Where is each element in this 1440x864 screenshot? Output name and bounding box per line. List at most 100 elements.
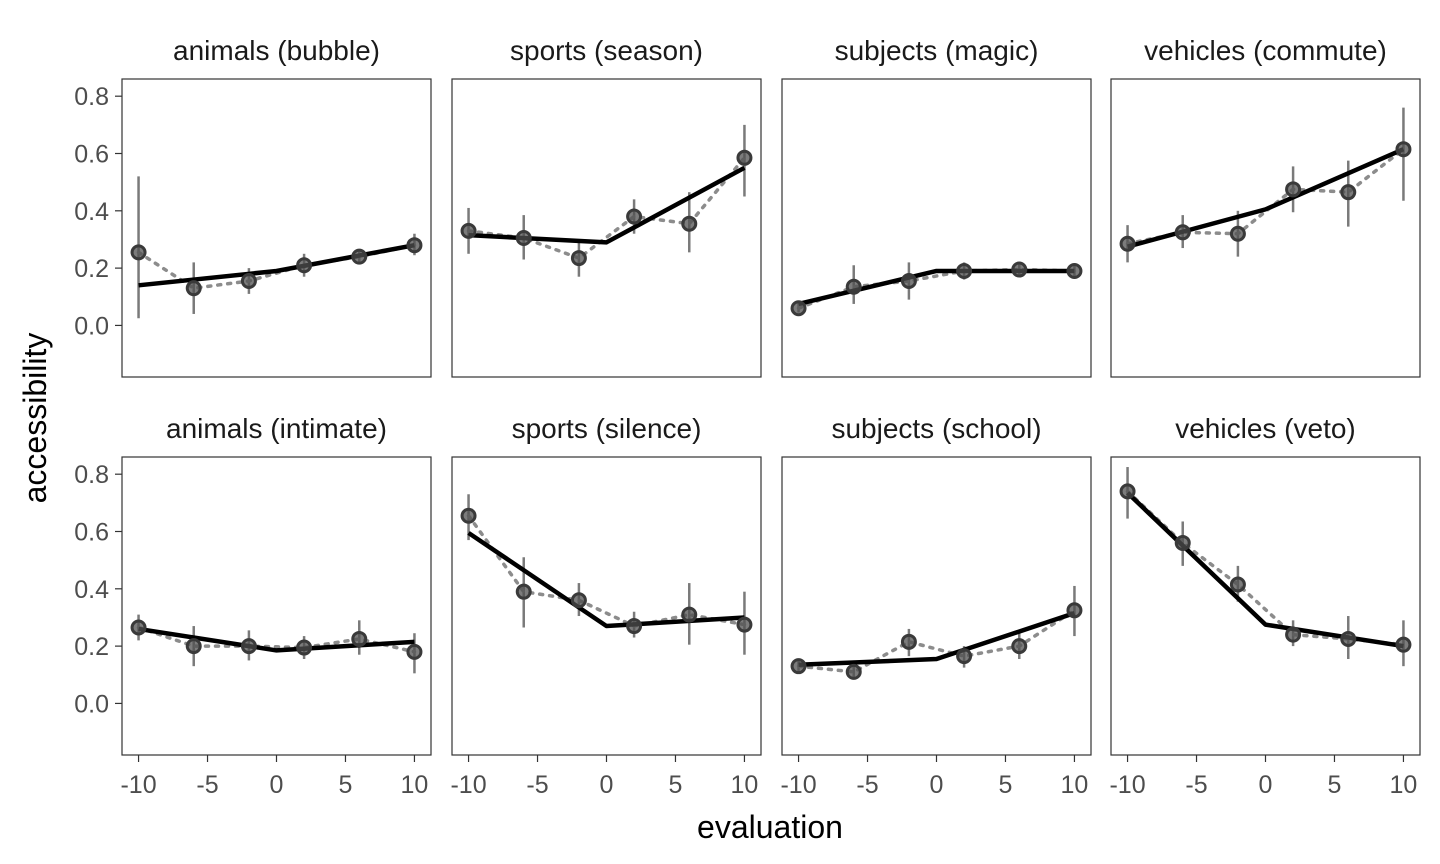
x-tick-label: -5 [1185, 771, 1207, 799]
data-point [570, 250, 587, 267]
data-point [351, 630, 368, 647]
x-tick-label: 5 [999, 771, 1013, 799]
panel: vehicles (commute) [1110, 35, 1421, 378]
data-point [296, 639, 313, 656]
data-point [130, 619, 147, 636]
observed-line [796, 608, 1077, 674]
data-point [681, 215, 698, 232]
observed-line [466, 513, 747, 628]
x-axis-title: evaluation [697, 809, 843, 845]
data-point [1395, 141, 1412, 158]
panel: animals (bubble) 0.0 0.2 0.4 0.6 0.8 [74, 35, 432, 378]
x-tick-label: 10 [401, 771, 429, 799]
data-point [790, 658, 807, 675]
x-tick-label: -5 [196, 771, 218, 799]
data-point [626, 208, 643, 225]
panel-frame [781, 78, 1092, 378]
panel-title: vehicles (commute) [1144, 35, 1387, 66]
panel-frame [451, 456, 762, 756]
data-point [185, 638, 202, 655]
data-point [956, 648, 973, 665]
data-point [845, 278, 862, 295]
fitted-line [798, 268, 1075, 307]
x-tick-label: 0 [930, 771, 944, 799]
data-point [1119, 235, 1136, 252]
panel: animals (intimate) 0.0 0.2 0.4 0.6 0.8 -10 -5 0 5… [74, 413, 432, 799]
y-tick-label: 0.6 [74, 519, 109, 547]
y-tick-label: 0.8 [74, 83, 109, 111]
data-point [900, 633, 917, 650]
data-point [681, 606, 698, 623]
panel-frame [1110, 456, 1421, 756]
x-tick-label: -10 [1109, 771, 1145, 799]
data-point [1174, 534, 1191, 551]
chart-panels: animals (bubble) 0.0 0.2 0.4 0.6 0.8 sports (s… [74, 35, 1421, 799]
x-tick-label: 0 [600, 771, 614, 799]
fitted-line [1125, 491, 1404, 649]
x-tick-label: -10 [780, 771, 816, 799]
data-point [1285, 181, 1302, 198]
data-point [460, 222, 477, 239]
panel-title: sports (silence) [512, 413, 702, 444]
fitted-line [138, 626, 415, 653]
data-point [1229, 576, 1246, 593]
data-point [626, 618, 643, 635]
panel-title: vehicles (veto) [1175, 413, 1356, 444]
fitted-line [798, 611, 1076, 667]
data-point [240, 273, 257, 290]
panel-frame [451, 78, 762, 378]
panel-frame [1110, 78, 1421, 378]
x-tick-label: 10 [731, 771, 759, 799]
data-point [240, 638, 257, 655]
data-point [296, 257, 313, 274]
data-point [515, 583, 532, 600]
y-tick-label: 0.2 [74, 633, 109, 661]
fitted-line [467, 531, 745, 629]
panel: subjects (magic) [781, 35, 1092, 378]
y-tick-label: 0.2 [74, 255, 109, 283]
panel: subjects (school) -10 -5 0 5 10 [780, 413, 1092, 799]
x-tick-label: 10 [1061, 771, 1089, 799]
data-point [1174, 224, 1191, 241]
y-tick-label: 0.0 [74, 690, 109, 718]
y-tick-label: 0.6 [74, 141, 109, 169]
panel: vehicles (veto) -10 -5 0 5 10 [1109, 413, 1421, 799]
y-axis-title: accessibility [17, 333, 53, 504]
y-tick-label: 0.8 [74, 461, 109, 489]
data-point [406, 643, 423, 660]
data-point [406, 237, 423, 254]
panel: sports (season) [451, 35, 762, 378]
observed-line [796, 267, 1077, 310]
data-point [790, 300, 807, 317]
data-point [570, 592, 587, 609]
fitted-line [138, 242, 415, 288]
x-tick-label: 0 [1259, 771, 1273, 799]
data-point [736, 149, 753, 166]
observed-line [136, 625, 417, 654]
panel-title: sports (season) [510, 35, 703, 66]
panel-title: animals (intimate) [166, 413, 387, 444]
data-point [1340, 184, 1357, 201]
data-point [1340, 630, 1357, 647]
data-point [1119, 483, 1136, 500]
observed-line [1125, 147, 1406, 246]
data-point [956, 262, 973, 279]
fitted-line [1126, 147, 1405, 249]
data-point [1229, 225, 1246, 242]
x-tick-label: -5 [856, 771, 878, 799]
panel-frame [121, 456, 432, 756]
y-tick-label: 0.4 [74, 576, 109, 604]
data-point [185, 280, 202, 297]
y-tick-label: 0.4 [74, 198, 109, 226]
fitted-line [468, 165, 746, 245]
panel-title: subjects (school) [831, 413, 1041, 444]
panel: sports (silence) -10 -5 0 5 10 [450, 413, 762, 799]
data-point [1011, 261, 1028, 278]
observed-line [466, 156, 747, 261]
data-point [1066, 262, 1083, 279]
panel-frame [121, 78, 432, 378]
data-point [736, 616, 753, 633]
data-point [900, 273, 917, 290]
data-point [1395, 636, 1412, 653]
